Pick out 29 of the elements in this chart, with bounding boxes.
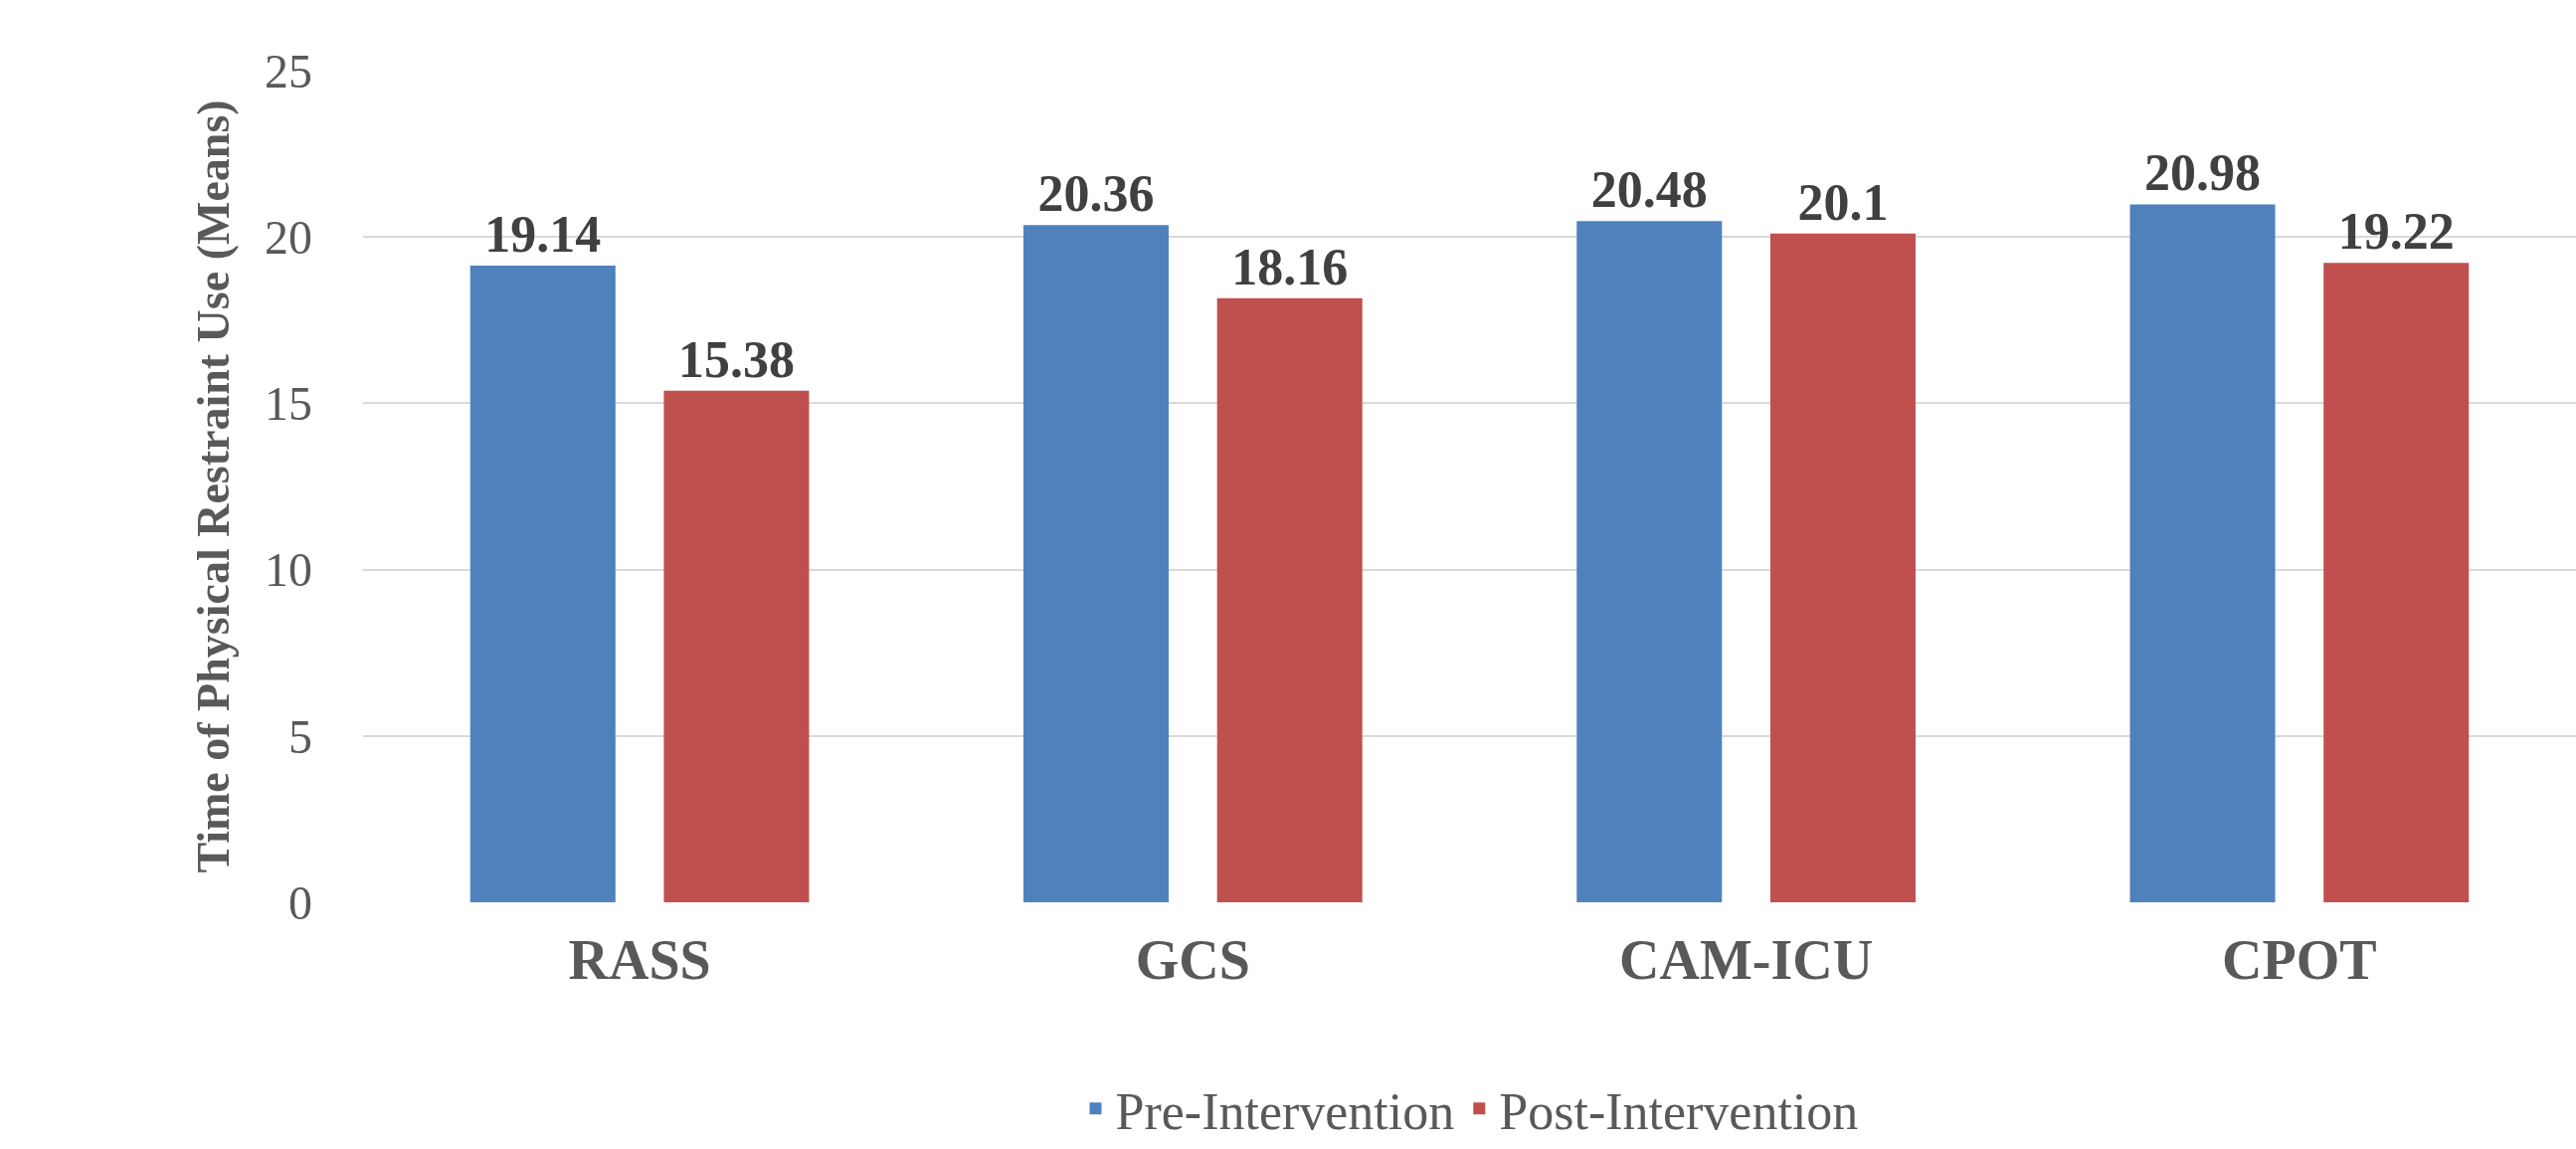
bar — [1576, 221, 1723, 902]
data-label: 18.16 — [1231, 238, 1349, 295]
y-axis-title: Time of Physical Restraint Use (Means) — [188, 99, 240, 873]
x-tick-label: GCS — [1135, 929, 1250, 991]
y-tick-label: 25 — [265, 44, 312, 97]
data-label: 15.38 — [677, 330, 795, 388]
bar — [663, 390, 810, 902]
y-tick-label: 15 — [265, 377, 312, 431]
y-tick-label: 20 — [265, 211, 312, 264]
bar — [2323, 263, 2470, 902]
x-tick-label: RASS — [568, 929, 711, 991]
data-label: 19.22 — [2337, 203, 2455, 261]
legend-label: Post-Intervention — [1499, 1082, 1859, 1140]
y-tick-label: 0 — [288, 875, 312, 929]
data-label: 20.1 — [1797, 173, 1889, 231]
bar — [469, 265, 616, 902]
data-label: 19.14 — [484, 205, 602, 263]
data-label: 20.48 — [1590, 161, 1708, 219]
legend-label: Pre-Intervention — [1115, 1082, 1455, 1140]
bar — [1216, 297, 1363, 902]
bar — [1023, 225, 1170, 902]
data-label: 20.36 — [1037, 165, 1155, 223]
bar — [2129, 204, 2276, 902]
x-tick-label: CPOT — [2222, 929, 2377, 991]
x-tick-label: CAM-ICU — [1619, 929, 1874, 991]
bar — [1769, 233, 1916, 902]
y-tick-label: 10 — [265, 543, 312, 597]
data-label: 20.98 — [2144, 144, 2262, 202]
y-tick-label: 5 — [288, 709, 312, 763]
